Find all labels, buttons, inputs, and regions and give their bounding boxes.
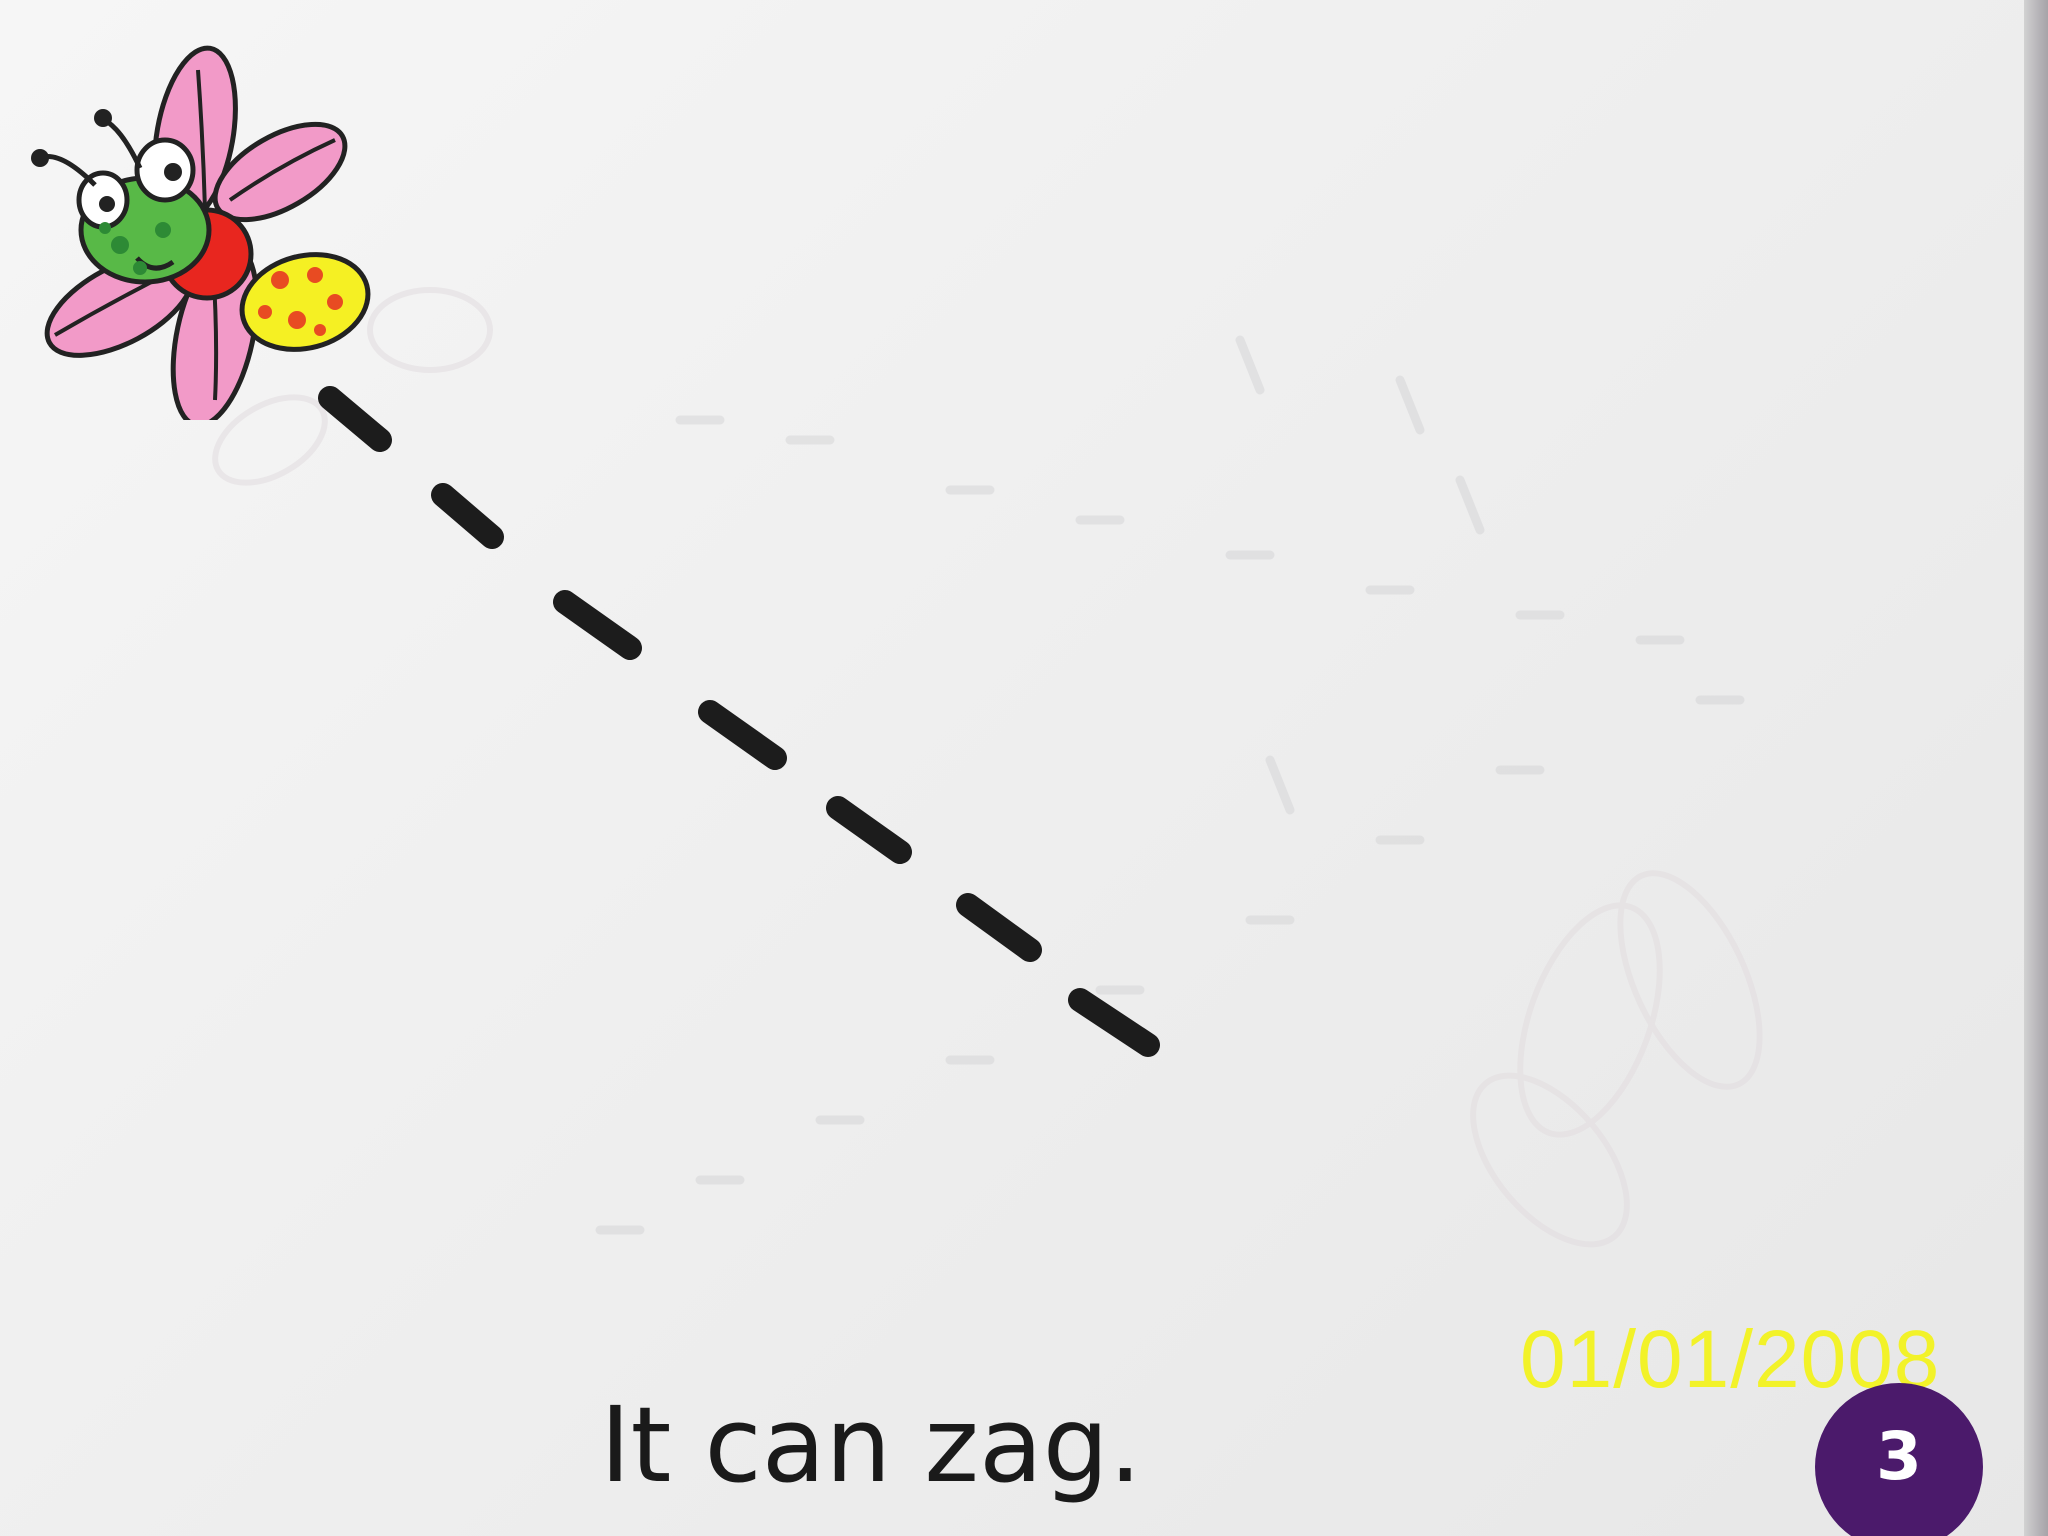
- path-dash: [956, 893, 1042, 962]
- page-number-badge: 3: [1815, 1383, 1983, 1536]
- page-sentence: It can zag.: [600, 1384, 1142, 1506]
- path-dash: [318, 386, 392, 452]
- path-dash: [698, 700, 787, 770]
- path-dash: [1068, 988, 1160, 1057]
- path-dash: [826, 796, 912, 864]
- path-dash: [553, 590, 642, 660]
- wing-right: [212, 121, 348, 223]
- book-spine-edge: [2024, 0, 2048, 1536]
- bug-icon: [31, 45, 371, 420]
- path-dash: [431, 483, 504, 549]
